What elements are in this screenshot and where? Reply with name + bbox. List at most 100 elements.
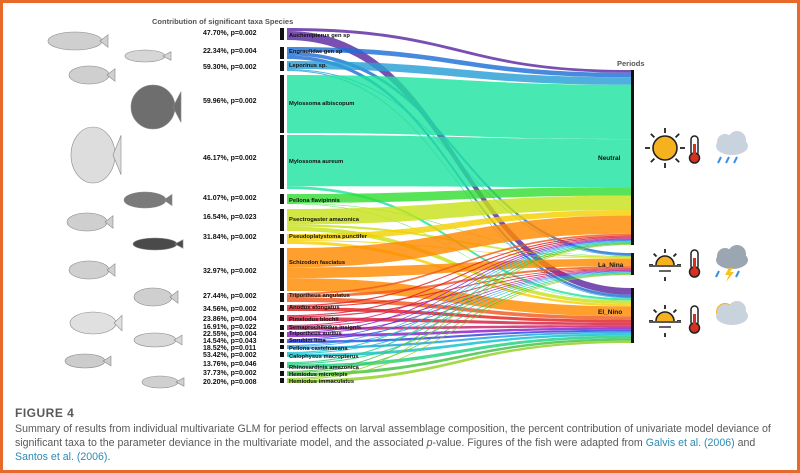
contribution-stat: 37.73%, p=0.002	[203, 370, 257, 377]
sankey-flow	[287, 271, 631, 347]
contribution-stat: 32.97%, p=0.002	[203, 268, 257, 275]
sankey-flow	[287, 271, 631, 341]
period-node-bar	[631, 253, 634, 275]
fish-tail	[163, 193, 173, 207]
contribution-stat: 53.42%, p=0.002	[203, 352, 257, 359]
fish-illustration	[47, 31, 103, 51]
sankey-flow	[287, 317, 631, 326]
caption-p-italic: p	[426, 437, 433, 449]
contribution-stat: 22.34%, p=0.004	[203, 48, 257, 55]
species-node-bar	[280, 293, 284, 302]
fish-tail	[172, 91, 182, 123]
sankey-flow	[287, 273, 631, 373]
period-node-bar	[631, 70, 634, 245]
species-label: Pellona castelnaeana	[289, 346, 348, 352]
caption-text-2: -value. Figures of the fish were adapted…	[432, 437, 646, 449]
sankey-flow	[287, 340, 631, 383]
sankey-flow	[287, 335, 631, 368]
fish-tail	[162, 51, 172, 61]
sankey-flow	[287, 331, 631, 349]
contribution-stat: 20.20%, p=0.008	[203, 379, 257, 386]
sankey-flow	[287, 329, 631, 343]
thermometer-icon	[688, 305, 701, 334]
sankey-flow	[287, 338, 631, 376]
contribution-stat: 59.30%, p=0.002	[203, 64, 257, 71]
fish-tail	[174, 239, 184, 249]
contribution-stat: 41.07%, p=0.002	[203, 195, 257, 202]
contribution-stat: 16.91%, p=0.022	[203, 324, 257, 331]
species-label: Leporinus sp.	[289, 63, 327, 69]
fish-tail	[173, 334, 183, 346]
sankey-flow	[287, 238, 631, 333]
sankey-flow	[287, 269, 631, 327]
species-node-bar	[280, 234, 284, 244]
contribution-stat: 22.55%, p=0.004	[203, 331, 257, 338]
sankey-flow	[287, 47, 631, 78]
reference-link-santos[interactable]: Santos et al. (2006)	[15, 451, 108, 463]
caption-text-4: .	[107, 451, 111, 463]
sankey-flow	[287, 236, 631, 317]
species-node-bar	[280, 28, 284, 40]
contribution-stat: 46.17%, p=0.002	[203, 155, 257, 162]
species-node-bar	[280, 135, 284, 189]
fish-tail	[99, 34, 109, 48]
sankey-flow	[287, 210, 631, 240]
species-node-bar	[280, 345, 284, 349]
species-node-bar	[280, 47, 284, 59]
species-label: Mylossoma albiscopum	[289, 101, 354, 107]
species-node-bar	[280, 209, 284, 231]
species-label: Sorubim lima	[289, 338, 326, 344]
fish-illustration	[124, 49, 166, 63]
figure-caption: Summary of results from individual multi…	[15, 422, 787, 464]
thermometer-icon	[688, 135, 701, 164]
sankey-flow	[287, 242, 631, 364]
fish-illustration	[130, 84, 176, 130]
contribution-stat: 13.76%, p=0.046	[203, 361, 257, 368]
species-label: Engraulidae gen sp	[289, 49, 343, 55]
fish-tail	[175, 377, 185, 387]
fish-illustration	[133, 287, 173, 307]
sankey-flow	[287, 135, 631, 188]
figure-label: FIGURE 4	[15, 406, 75, 420]
contribution-stats: 47.70%, p=0.002 22.34%, p=0.004 59.30%, p=…	[203, 30, 257, 386]
species-label: Rhinosardinia amazonica	[289, 365, 360, 371]
contribution-stat: 16.54%, p=0.023	[203, 214, 257, 221]
storm-cloud-icon	[715, 245, 748, 282]
fish-tail	[169, 290, 179, 304]
reference-link-galvis[interactable]: Galvis et al. (2006)	[645, 437, 735, 449]
species-label: Pseudoplatystoma punctifer	[289, 234, 368, 240]
fish-tail	[106, 68, 116, 82]
species-node-bar	[280, 248, 284, 291]
fish-illustration	[64, 353, 106, 369]
period-label: Neutral	[598, 155, 621, 162]
periods-title: Periods	[617, 59, 645, 68]
sankey-flow	[287, 267, 631, 308]
sunrise-icon	[645, 305, 685, 337]
fish-tail	[104, 215, 114, 229]
contribution-stat: 27.44%, p=0.002	[203, 293, 257, 300]
weather-icons	[645, 128, 748, 337]
contribution-stat: 59.96%, p=0.002	[203, 98, 257, 105]
species-label: Anodus elongatus	[289, 305, 340, 311]
sankey-flow	[287, 258, 631, 279]
sankey-flows	[287, 28, 631, 383]
fish-tail	[106, 263, 116, 277]
species-nodes: Auchenipterus gen sp Engraulidae gen sp Le…	[280, 28, 368, 385]
sankey-flow	[287, 203, 631, 301]
species-label: Schizodon fasciatus	[289, 260, 345, 266]
contribution-stat: 47.70%, p=0.002	[203, 30, 257, 37]
fish-tail	[112, 135, 122, 175]
fish-illustration	[133, 332, 177, 348]
species-node-bar	[280, 371, 284, 376]
fish-illustration	[70, 126, 116, 184]
sankey-flow	[287, 241, 631, 307]
contribution-stat: 23.86%, p=0.004	[203, 316, 257, 323]
fish-illustration	[68, 260, 110, 280]
fish-illustration	[141, 375, 179, 389]
sankey-flow	[287, 241, 631, 353]
species-label: Triportheus angulatus	[289, 293, 350, 299]
sankey-flow	[287, 274, 631, 380]
fish-illustration	[66, 212, 108, 232]
fish-illustration	[132, 237, 178, 251]
species-node-bar	[280, 194, 284, 204]
